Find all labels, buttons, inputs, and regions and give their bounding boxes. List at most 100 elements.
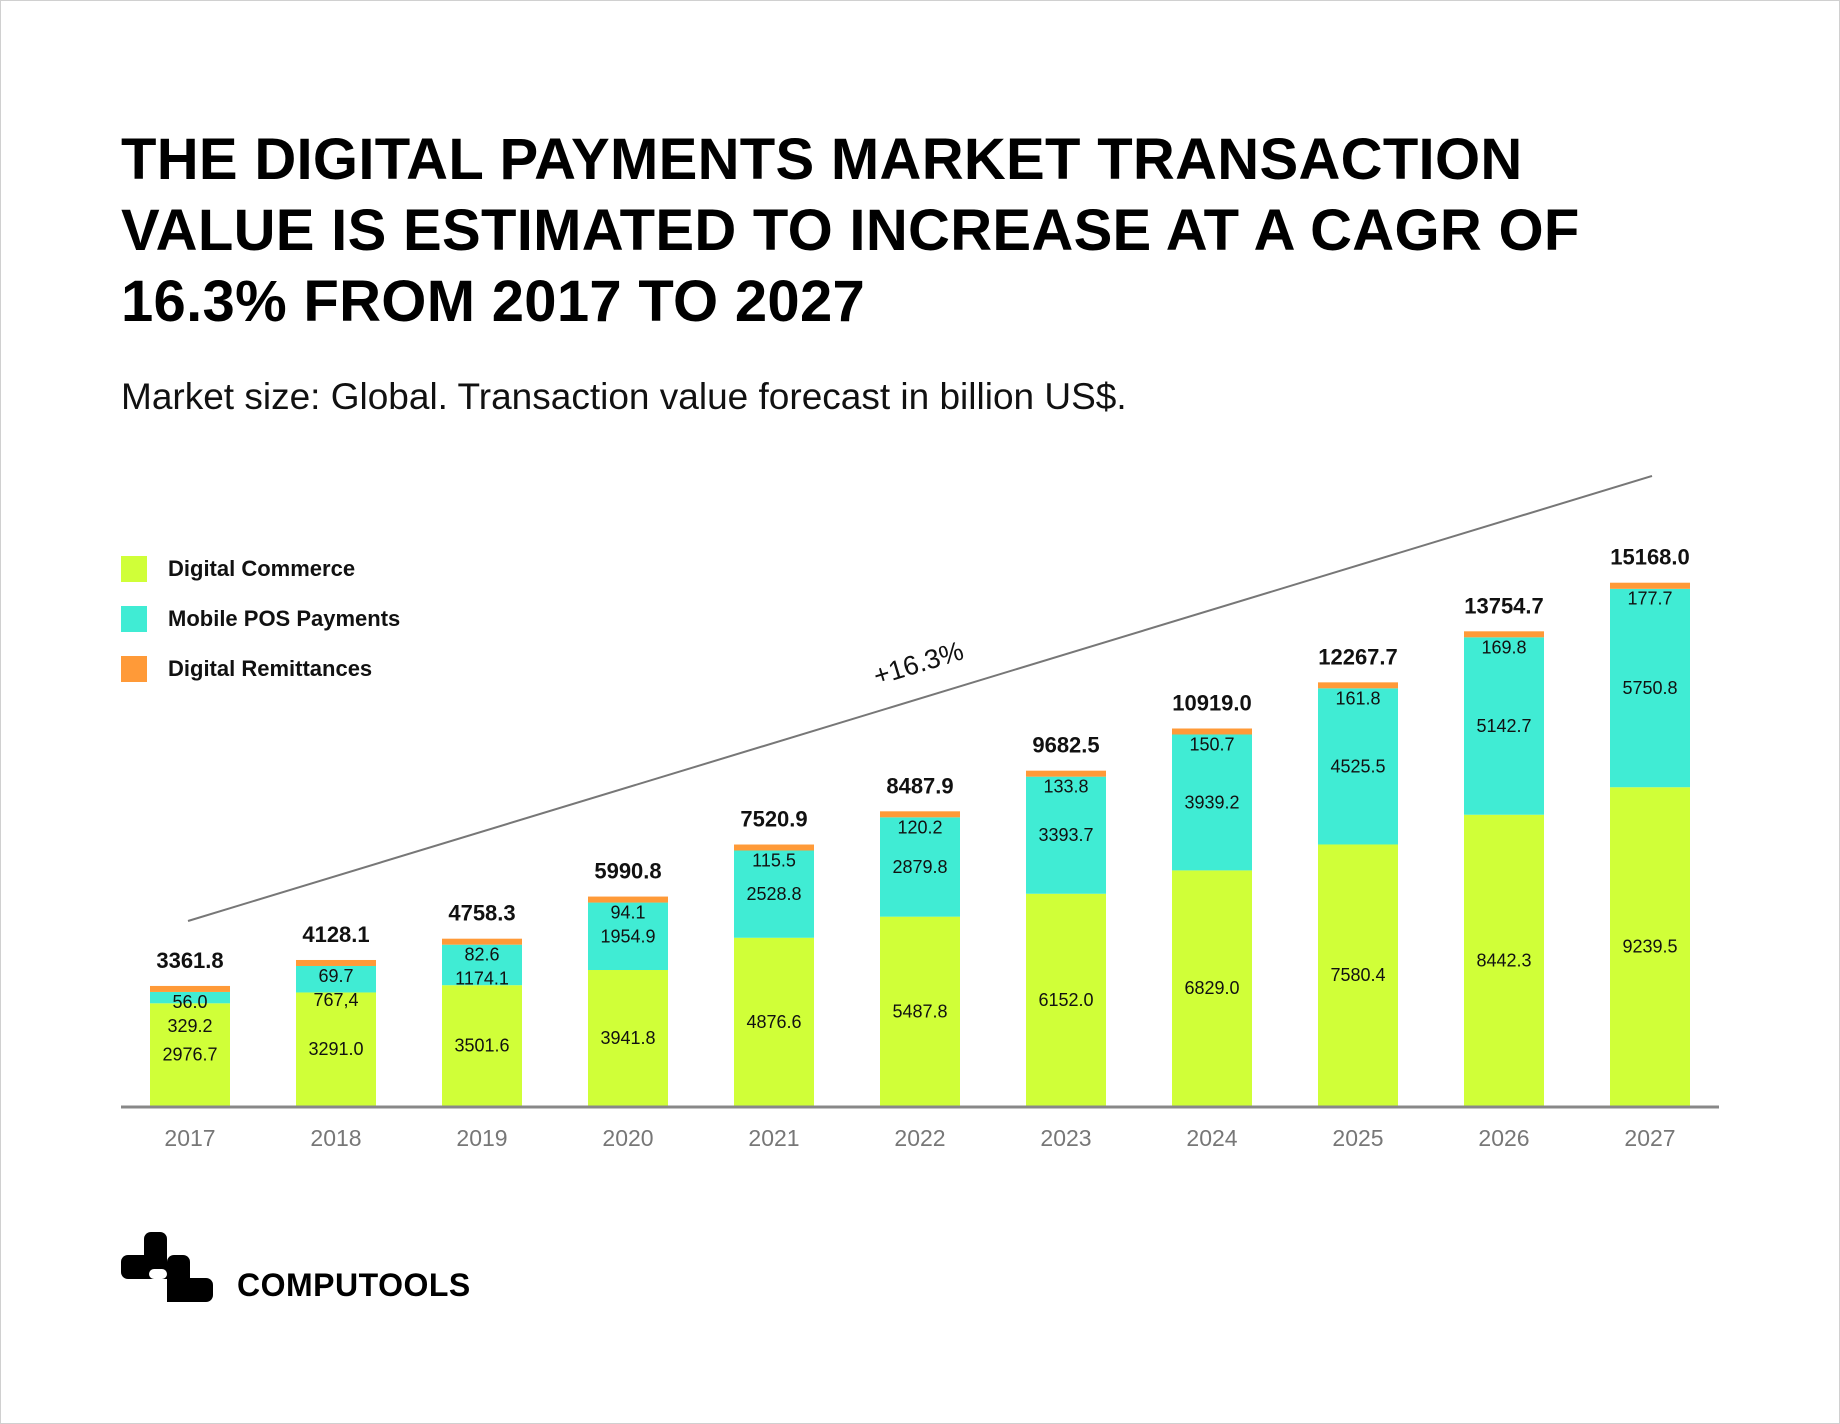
bar-segment-digital-remittances [588, 896, 668, 903]
legend-label: Mobile POS Payments [168, 606, 401, 631]
bar-segment-digital-commerce [880, 916, 960, 1106]
segment-label-mobile-pos: 329.2 [167, 1016, 212, 1036]
bar-total-label: 9682.5 [1032, 733, 1099, 758]
legend-swatch [121, 606, 147, 632]
segment-label-remittances: 94.1 [610, 903, 645, 923]
chart-title: THE DIGITAL PAYMENTS MARKET TRANSACTION … [121, 124, 1580, 337]
bar-segment-digital-remittances [296, 959, 376, 966]
segment-label-remittances: 82.6 [464, 945, 499, 965]
x-tick-label: 2022 [894, 1125, 945, 1151]
legend-item-digital-remittances: Digital Remittances [121, 632, 400, 706]
bar-segment-digital-commerce [588, 970, 668, 1106]
bar-segment-digital-remittances [880, 811, 960, 818]
bar-segment-digital-remittances [1026, 770, 1106, 777]
legend-label: Digital Remittances [168, 656, 373, 681]
segment-label-digital-commerce: 3291.0 [308, 1039, 363, 1059]
bar-segment-digital-commerce [296, 992, 376, 1106]
x-tick-label: 2021 [748, 1125, 799, 1151]
legend-item-mobile-pos: Mobile POS Payments [121, 582, 400, 656]
bar-total-label: 3361.8 [156, 948, 223, 973]
x-tick-label: 2027 [1624, 1125, 1675, 1151]
bar-segment-mobile-pos-payments [1172, 734, 1252, 871]
segment-label-digital-commerce: 2976.7 [162, 1045, 217, 1065]
bar-segment-digital-remittances [1610, 582, 1690, 589]
bar-total-label: 12267.7 [1318, 644, 1398, 669]
title-line: VALUE IS ESTIMATED TO INCREASE AT A CAGR… [121, 198, 1580, 263]
bar-segment-digital-remittances [1464, 631, 1544, 638]
x-tick-label: 2018 [310, 1125, 361, 1151]
segment-label-remittances: 161.8 [1335, 688, 1380, 708]
segment-label-digital-commerce: 6829.0 [1184, 978, 1239, 998]
bar-total-label: 5990.8 [594, 859, 661, 884]
segment-label-remittances: 115.5 [752, 851, 796, 871]
segment-label-digital-commerce: 4876.6 [746, 1012, 801, 1032]
bar-segment-digital-commerce [1610, 787, 1690, 1106]
segment-label-mobile-pos: 2879.8 [892, 857, 947, 877]
segment-label-digital-commerce: 7580.4 [1330, 965, 1385, 985]
bar-segment-digital-commerce [442, 985, 522, 1106]
trend-line [187, 475, 1653, 922]
title-line: THE DIGITAL PAYMENTS MARKET TRANSACTION [121, 127, 1523, 192]
x-tick-label: 2024 [1186, 1125, 1237, 1151]
segment-label-digital-commerce: 8442.3 [1476, 950, 1531, 970]
bar-segment-mobile-pos-payments [1026, 776, 1106, 894]
segment-label-remittances: 133.8 [1043, 777, 1088, 797]
bar-segment-digital-commerce [1318, 844, 1398, 1106]
segment-label-digital-commerce: 5487.8 [892, 1001, 947, 1021]
legend: Digital Commerce Mobile POS Payments Dig… [121, 532, 400, 706]
brand-name: COMPUTOOLS [237, 1267, 471, 1303]
bar-segment-mobile-pos-payments [1318, 688, 1398, 845]
segment-label-remittances: 120.2 [897, 817, 942, 837]
segment-label-mobile-pos: 3393.7 [1038, 825, 1093, 845]
segment-label-remittances: 169.8 [1481, 637, 1526, 657]
segment-label-mobile-pos: 1174.1 [455, 969, 509, 989]
segment-label-mobile-pos: 2528.8 [746, 884, 801, 904]
bar-segment-digital-remittances [442, 938, 522, 945]
trend-annotation: +16.3% [870, 636, 967, 692]
bar-total-label: 8487.9 [886, 773, 953, 798]
x-tick-label: 2025 [1332, 1125, 1383, 1151]
legend-item-digital-commerce: Digital Commerce [121, 532, 400, 606]
segment-label-remittances: 177.7 [1627, 589, 1672, 609]
bar-total-label: 4758.3 [448, 901, 515, 926]
legend-swatch [121, 556, 147, 582]
bar-segment-mobile-pos-payments [296, 965, 376, 993]
computools-logo-icon [121, 1232, 213, 1302]
bar-segment-mobile-pos-payments [1464, 637, 1544, 815]
bar-total-label: 10919.0 [1172, 690, 1252, 715]
legend-label: Digital Commerce [168, 556, 356, 581]
bar-total-label: 7520.9 [740, 807, 807, 832]
x-tick-label: 2017 [164, 1125, 215, 1151]
bar-segment-digital-remittances [1318, 682, 1398, 689]
segment-label-digital-commerce: 3941.8 [600, 1028, 655, 1048]
bar-total-label: 15168.0 [1610, 545, 1690, 570]
bar-segment-digital-remittances [150, 985, 230, 992]
bar-segment-digital-remittances [734, 844, 814, 851]
x-tick-label: 2019 [456, 1125, 507, 1151]
segment-label-digital-commerce: 6152.0 [1038, 990, 1093, 1010]
title-line: 16.3% FROM 2017 TO 2027 [121, 269, 866, 334]
segment-label-digital-commerce: 9239.5 [1622, 937, 1677, 957]
chart-subtitle: Market size: Global. Transaction value f… [121, 376, 1127, 417]
segment-label-mobile-pos: 4525.5 [1330, 756, 1385, 776]
segment-label-mobile-pos: 5142.7 [1476, 716, 1531, 736]
legend-swatch [121, 656, 147, 682]
bar-segment-mobile-pos-payments [442, 944, 522, 986]
bar-segment-digital-commerce [1026, 893, 1106, 1106]
bar-segment-digital-commerce [1172, 870, 1252, 1106]
segment-label-mobile-pos: 5750.8 [1622, 678, 1677, 698]
segment-label-mobile-pos: 3939.2 [1184, 792, 1239, 812]
bar-total-label: 13754.7 [1464, 593, 1544, 618]
x-tick-label: 2020 [602, 1125, 653, 1151]
bar-segment-digital-commerce [734, 937, 814, 1106]
bar-total-label: 4128.1 [302, 922, 369, 947]
bar-segment-mobile-pos-payments [734, 850, 814, 938]
bar-segment-mobile-pos-payments [150, 991, 230, 1004]
brand-logo: COMPUTOOLS [121, 1232, 471, 1303]
bar-segment-digital-commerce [1464, 814, 1544, 1106]
bar-segment-digital-commerce [150, 1003, 230, 1106]
segment-label-remittances: 69.7 [318, 966, 353, 986]
segment-label-mobile-pos: 1954.9 [600, 927, 655, 947]
bar-segment-mobile-pos-payments [1610, 588, 1690, 788]
